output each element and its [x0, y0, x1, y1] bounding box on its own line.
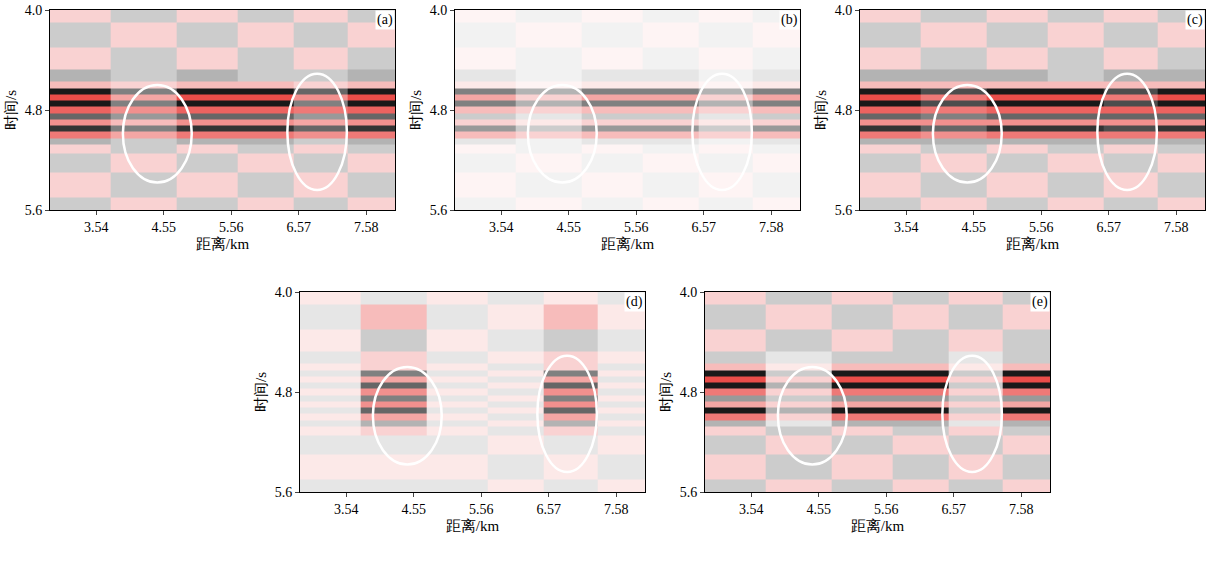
svg-text:5.56: 5.56: [874, 502, 899, 517]
svg-text:5.56: 5.56: [219, 220, 244, 235]
svg-text:5.6: 5.6: [25, 203, 43, 218]
svg-text:7.58: 7.58: [354, 220, 379, 235]
svg-text:5.56: 5.56: [624, 220, 649, 235]
svg-text:4.8: 4.8: [680, 385, 698, 400]
svg-text:4.55: 4.55: [806, 502, 831, 517]
svg-text:距离/km: 距离/km: [1006, 236, 1060, 252]
svg-text:5.6: 5.6: [835, 203, 853, 218]
svg-text:4.8: 4.8: [275, 385, 293, 400]
svg-text:距离/km: 距离/km: [446, 518, 500, 534]
svg-text:距离/km: 距离/km: [601, 236, 655, 252]
svg-text:距离/km: 距离/km: [851, 518, 905, 534]
svg-text:6.57: 6.57: [691, 220, 716, 235]
svg-text:4.55: 4.55: [151, 220, 176, 235]
svg-text:距离/km: 距离/km: [196, 236, 250, 252]
svg-text:5.56: 5.56: [1029, 220, 1054, 235]
svg-text:7.58: 7.58: [759, 220, 784, 235]
svg-text:(d): (d): [626, 294, 643, 310]
svg-text:4.0: 4.0: [275, 285, 293, 300]
svg-text:5.6: 5.6: [680, 485, 698, 500]
svg-text:5.6: 5.6: [275, 485, 293, 500]
svg-text:时间/s: 时间/s: [253, 372, 269, 412]
svg-text:时间/s: 时间/s: [658, 372, 674, 412]
svg-text:(b): (b): [781, 12, 798, 28]
svg-text:时间/s: 时间/s: [408, 90, 424, 130]
svg-text:3.54: 3.54: [84, 220, 109, 235]
svg-text:3.54: 3.54: [739, 502, 764, 517]
svg-text:5.56: 5.56: [469, 502, 494, 517]
svg-text:4.8: 4.8: [835, 103, 853, 118]
svg-text:4.55: 4.55: [556, 220, 581, 235]
svg-text:(a): (a): [377, 12, 393, 28]
svg-text:7.58: 7.58: [1009, 502, 1034, 517]
svg-text:3.54: 3.54: [334, 502, 359, 517]
svg-text:6.57: 6.57: [1096, 220, 1121, 235]
svg-text:7.58: 7.58: [1164, 220, 1189, 235]
svg-text:4.8: 4.8: [430, 103, 448, 118]
svg-text:7.58: 7.58: [604, 502, 629, 517]
svg-text:(e): (e): [1032, 294, 1048, 310]
svg-text:4.0: 4.0: [25, 3, 43, 18]
svg-text:6.57: 6.57: [286, 220, 311, 235]
svg-text:4.55: 4.55: [961, 220, 986, 235]
svg-text:4.8: 4.8: [25, 103, 43, 118]
svg-text:时间/s: 时间/s: [813, 90, 829, 130]
svg-text:4.0: 4.0: [430, 3, 448, 18]
svg-text:(c): (c): [1187, 12, 1203, 28]
svg-text:5.6: 5.6: [430, 203, 448, 218]
svg-text:3.54: 3.54: [489, 220, 514, 235]
svg-text:4.0: 4.0: [835, 3, 853, 18]
svg-text:4.55: 4.55: [401, 502, 426, 517]
svg-text:6.57: 6.57: [941, 502, 966, 517]
svg-text:4.0: 4.0: [680, 285, 698, 300]
svg-text:时间/s: 时间/s: [3, 90, 19, 130]
svg-text:6.57: 6.57: [536, 502, 561, 517]
svg-text:3.54: 3.54: [894, 220, 919, 235]
